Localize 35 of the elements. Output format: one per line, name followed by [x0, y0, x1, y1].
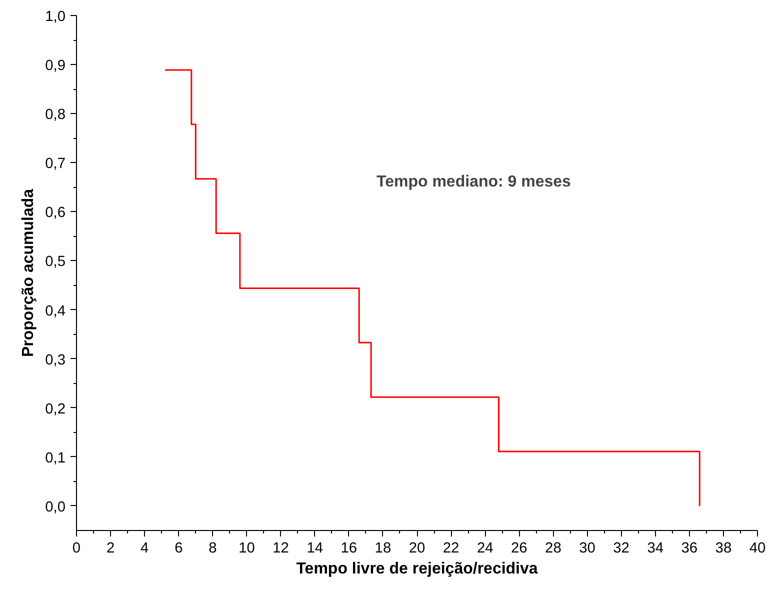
y-tick-label: 0,9	[45, 58, 66, 74]
x-tick-label: 6	[174, 540, 183, 556]
x-tick-label: 26	[511, 540, 528, 556]
x-tick-label: 32	[613, 540, 630, 556]
x-tick-label: 30	[579, 540, 596, 556]
y-tick-label: 0,8	[45, 107, 66, 124]
x-tick-label: 16	[340, 540, 358, 556]
x-tick-label: 28	[545, 540, 562, 556]
y-tick-label: 0,2	[45, 401, 66, 418]
x-tick-label: 12	[272, 540, 289, 556]
x-tick-label: 14	[306, 540, 324, 556]
x-tick-label: 22	[442, 540, 460, 556]
x-tick-label: 8	[208, 540, 217, 556]
y-axis-title: Proporção acumulada	[20, 188, 38, 358]
x-tick-label: 38	[715, 540, 732, 556]
x-tick-label: 20	[408, 540, 426, 556]
y-tick-label: 0,7	[45, 156, 66, 172]
x-tick-label: 10	[238, 540, 255, 556]
x-tick-label: 2	[106, 540, 115, 556]
y-tick-label: 0,4	[45, 303, 66, 320]
y-tick-label: 0,1	[45, 450, 66, 466]
x-tick-label: 0	[72, 540, 81, 556]
y-tick-label: 0,6	[45, 205, 66, 222]
x-tick-label: 36	[681, 540, 698, 556]
y-tick-label: 0,5	[45, 254, 66, 270]
y-tick-label: 0,3	[45, 352, 66, 368]
x-tick-label: 18	[374, 540, 392, 556]
y-tick-label: 0,0	[45, 499, 66, 516]
x-tick-label: 40	[749, 540, 766, 556]
x-tick-label: 4	[140, 540, 149, 556]
x-tick-label: 24	[476, 540, 494, 556]
x-tick-label: 34	[647, 540, 664, 556]
x-axis-title: Tempo livre de rejeição/recidiva	[296, 560, 538, 578]
annotation: Tempo mediano: 9 meses	[376, 174, 572, 190]
y-tick-label: 1,0	[45, 9, 66, 25]
